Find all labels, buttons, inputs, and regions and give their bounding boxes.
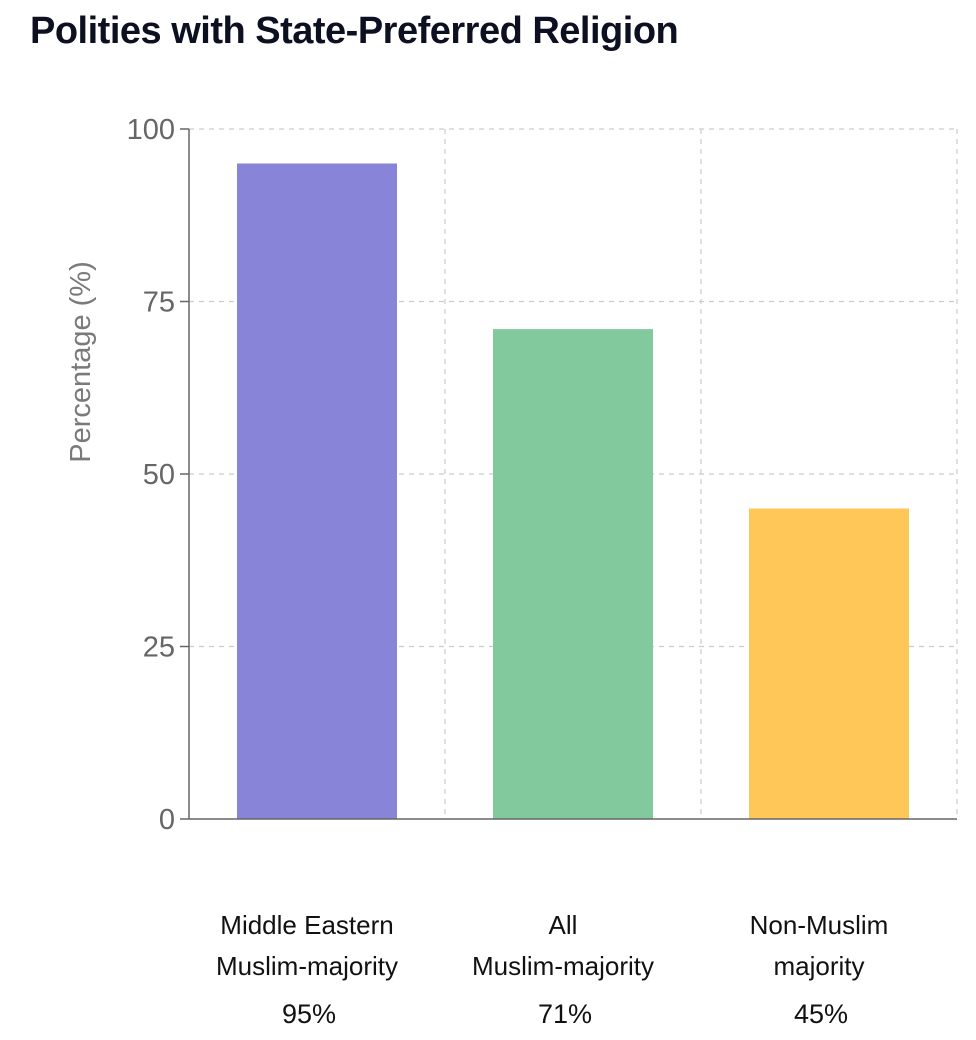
y-tick-label: 75 — [143, 287, 175, 319]
category-label: Non-Muslim — [750, 910, 889, 940]
y-tick-label: 0 — [159, 804, 175, 836]
bar-0 — [237, 163, 397, 819]
y-tick-label: 50 — [143, 459, 175, 491]
category-label: All — [549, 910, 578, 940]
category-label: Muslim-majority — [472, 951, 654, 981]
category-label: Muslim-majority — [216, 951, 398, 981]
chart-title: Polities with State-Preferred Religion — [30, 10, 679, 52]
bar-2 — [749, 508, 909, 819]
value-label: 71% — [538, 999, 592, 1029]
bar-1 — [493, 329, 653, 819]
axes — [180, 128, 957, 820]
value-label: 95% — [282, 999, 336, 1029]
category-label: Middle Eastern — [220, 910, 393, 940]
y-tick-label: 100 — [127, 114, 175, 146]
value-label: 45% — [794, 999, 848, 1029]
y-tick-label: 25 — [143, 632, 175, 664]
y-axis-title: Percentage (%) — [65, 261, 97, 463]
category-label: majority — [773, 951, 864, 981]
labels: 0 25 50 75 100 Percentage (%) Middle Eastern Mu… — [65, 114, 888, 1029]
bars — [237, 163, 909, 819]
